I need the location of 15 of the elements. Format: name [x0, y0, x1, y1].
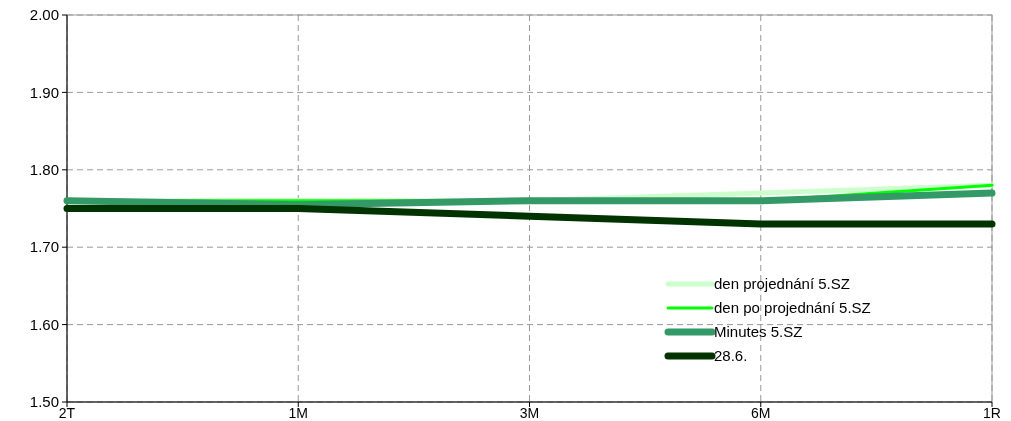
legend-label: 28.6. [714, 347, 748, 365]
x-tick-label: 2T [58, 405, 76, 421]
x-tick-label: 6M [751, 405, 771, 421]
legend-label: Minutes 5.SZ [714, 323, 803, 341]
y-tick-label: 1.80 [29, 161, 59, 179]
legend-label: den po projednání 5.SZ [714, 299, 871, 317]
y-tick-label: 1.50 [29, 393, 59, 411]
x-tick-label: 3M [519, 405, 540, 421]
y-tick-label: 2.00 [29, 6, 59, 24]
y-tick-label: 1.90 [29, 83, 59, 101]
y-tick-label: 1.70 [29, 238, 59, 256]
legend-label: den projednání 5.SZ [714, 275, 850, 293]
x-tick-label: 1M [288, 405, 308, 421]
y-tick-label: 1.60 [29, 315, 59, 333]
x-tick-label: 1R [983, 405, 1001, 421]
